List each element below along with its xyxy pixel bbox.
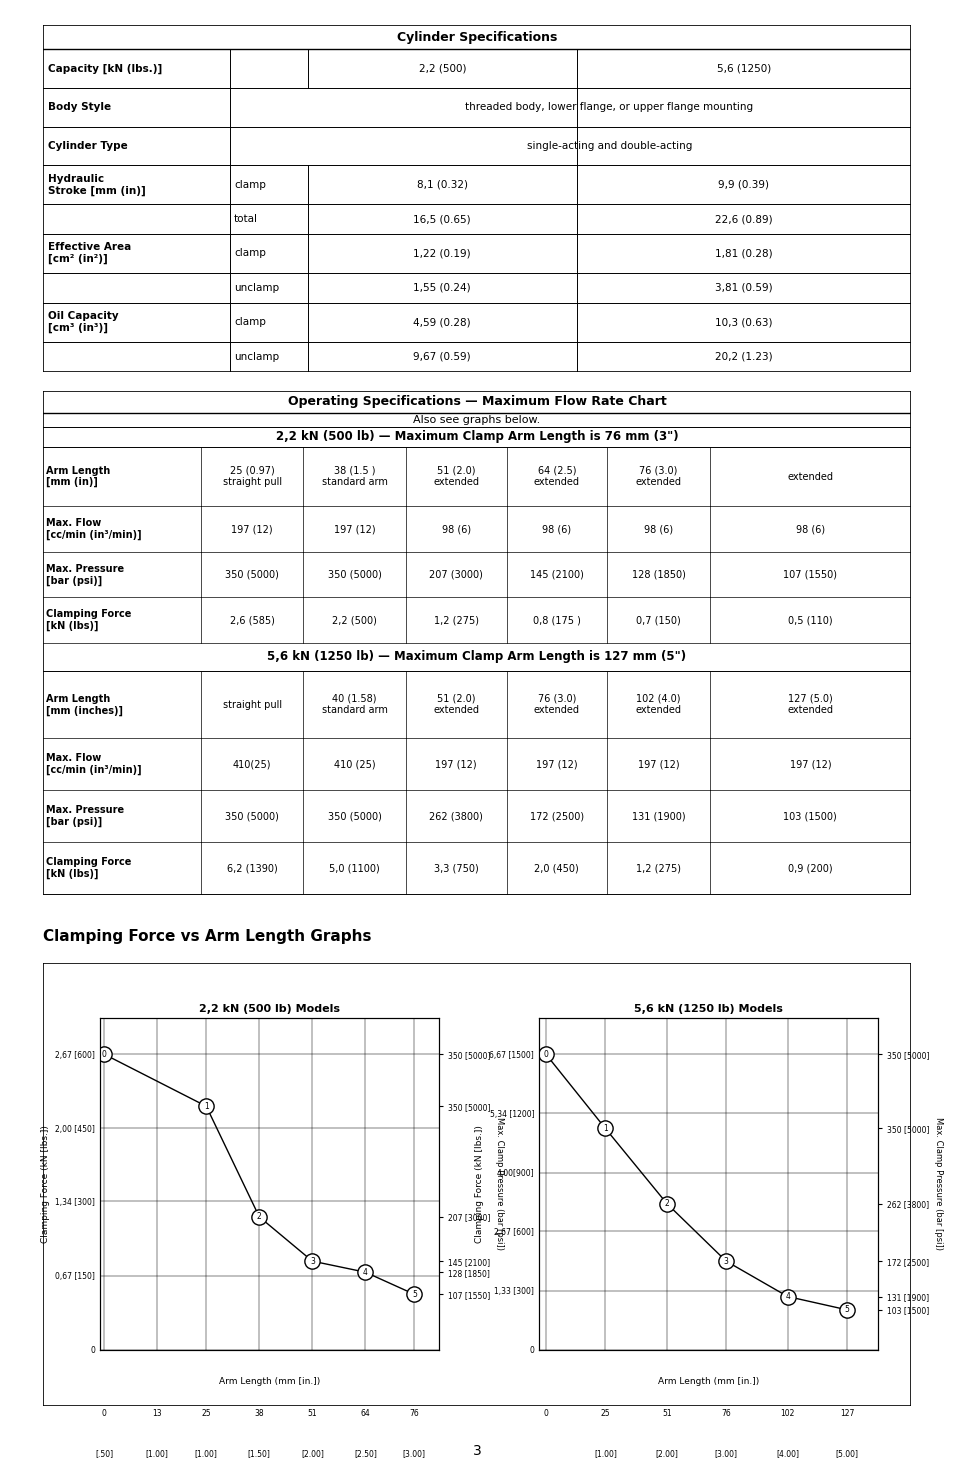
Text: 22,6 (0.89): 22,6 (0.89) xyxy=(715,214,772,224)
Text: clamp: clamp xyxy=(233,180,266,190)
Text: 2: 2 xyxy=(664,1199,669,1208)
Text: 2,0 (450): 2,0 (450) xyxy=(534,863,578,873)
Text: 103 (1500): 103 (1500) xyxy=(782,811,837,822)
Title: 5,6 kN (1250 lb) Models: 5,6 kN (1250 lb) Models xyxy=(633,1004,782,1015)
Text: 6,2 (1390): 6,2 (1390) xyxy=(227,863,277,873)
Text: 98 (6): 98 (6) xyxy=(795,524,824,534)
Text: Max. Pressure
[bar (psi)]: Max. Pressure [bar (psi)] xyxy=(47,805,125,827)
Text: 197 (12): 197 (12) xyxy=(789,760,830,770)
Text: 2,2 (500): 2,2 (500) xyxy=(332,615,376,625)
Text: Arm Length
[mm (inches)]: Arm Length [mm (inches)] xyxy=(47,693,123,715)
Text: Arm Length
[mm (in)]: Arm Length [mm (in)] xyxy=(47,466,111,487)
Text: 25 (0.97)
straight pull: 25 (0.97) straight pull xyxy=(222,466,281,487)
Text: 197 (12): 197 (12) xyxy=(637,760,679,770)
Text: 2,2 (500): 2,2 (500) xyxy=(418,63,465,74)
Text: 350 (5000): 350 (5000) xyxy=(327,811,381,822)
X-axis label: Arm Length (mm [in.]): Arm Length (mm [in.]) xyxy=(218,1376,320,1385)
Text: 0: 0 xyxy=(543,1050,548,1059)
Text: 127 (5.0)
extended: 127 (5.0) extended xyxy=(786,693,833,715)
Text: 51 (2.0)
extended: 51 (2.0) extended xyxy=(433,693,478,715)
Text: 40 (1.58)
standard arm: 40 (1.58) standard arm xyxy=(321,693,387,715)
Text: 4,59 (0.28): 4,59 (0.28) xyxy=(413,317,471,327)
Text: 51: 51 xyxy=(661,1410,671,1419)
Text: [4.00]: [4.00] xyxy=(776,1448,799,1459)
Text: 16,5 (0.65): 16,5 (0.65) xyxy=(413,214,471,224)
Text: 4: 4 xyxy=(362,1267,368,1277)
Text: Max. Pressure
[bar (psi)]: Max. Pressure [bar (psi)] xyxy=(47,563,125,586)
Text: 0: 0 xyxy=(102,1410,107,1419)
Text: Body Style: Body Style xyxy=(48,102,112,112)
Text: 9,9 (0.39): 9,9 (0.39) xyxy=(718,180,769,190)
Text: 3: 3 xyxy=(472,1444,481,1459)
Text: 4: 4 xyxy=(784,1292,789,1301)
Text: 13: 13 xyxy=(152,1410,162,1419)
Text: 3: 3 xyxy=(723,1257,728,1266)
Text: 197 (12): 197 (12) xyxy=(334,524,375,534)
Text: 410 (25): 410 (25) xyxy=(334,760,375,770)
Text: Capacity [kN (lbs.)]: Capacity [kN (lbs.)] xyxy=(48,63,162,74)
Text: 8,1 (0.32): 8,1 (0.32) xyxy=(416,180,467,190)
Text: 107 (1550): 107 (1550) xyxy=(782,569,837,580)
Text: 2: 2 xyxy=(256,1212,261,1221)
Text: 98 (6): 98 (6) xyxy=(441,524,470,534)
Text: 76: 76 xyxy=(409,1410,418,1419)
Text: [1.00]: [1.00] xyxy=(594,1448,616,1459)
Text: 127: 127 xyxy=(839,1410,853,1419)
Text: straight pull: straight pull xyxy=(222,699,281,709)
Text: extended: extended xyxy=(786,472,833,481)
Text: 5: 5 xyxy=(843,1305,848,1314)
Text: Clamping Force vs Arm Length Graphs: Clamping Force vs Arm Length Graphs xyxy=(43,929,371,944)
Text: 5,6 kN (1250 lb) — Maximum Clamp Arm Length is 127 mm (5"): 5,6 kN (1250 lb) — Maximum Clamp Arm Len… xyxy=(267,650,686,664)
Text: 0: 0 xyxy=(102,1050,107,1059)
Text: [3.00]: [3.00] xyxy=(402,1448,425,1459)
Text: [.50]: [.50] xyxy=(95,1448,113,1459)
Text: 145 (2100): 145 (2100) xyxy=(529,569,583,580)
Text: Clamping Force
[kN (lbs)]: Clamping Force [kN (lbs)] xyxy=(47,857,132,879)
Text: 1,81 (0.28): 1,81 (0.28) xyxy=(715,248,772,258)
Text: 98 (6): 98 (6) xyxy=(643,524,672,534)
Text: 98 (6): 98 (6) xyxy=(541,524,571,534)
Text: 5,6 (1250): 5,6 (1250) xyxy=(716,63,770,74)
Text: 1: 1 xyxy=(602,1124,607,1133)
Text: 0,5 (110): 0,5 (110) xyxy=(787,615,832,625)
Title: 2,2 kN (500 lb) Models: 2,2 kN (500 lb) Models xyxy=(199,1004,339,1015)
Text: 262 (3800): 262 (3800) xyxy=(429,811,482,822)
Text: 76 (3.0)
extended: 76 (3.0) extended xyxy=(534,693,579,715)
Text: [1.00]: [1.00] xyxy=(146,1448,169,1459)
Text: 1,2 (275): 1,2 (275) xyxy=(434,615,478,625)
Text: 102 (4.0)
extended: 102 (4.0) extended xyxy=(635,693,680,715)
Text: unclamp: unclamp xyxy=(233,283,279,294)
Text: 3: 3 xyxy=(310,1257,314,1266)
Text: clamp: clamp xyxy=(233,317,266,327)
Text: 2,6 (585): 2,6 (585) xyxy=(230,615,274,625)
Text: 172 (2500): 172 (2500) xyxy=(529,811,583,822)
Text: Max. Flow
[cc/min (in³/min)]: Max. Flow [cc/min (in³/min)] xyxy=(47,754,142,776)
Text: [1.00]: [1.00] xyxy=(194,1448,217,1459)
Text: 64 (2.5)
extended: 64 (2.5) extended xyxy=(534,466,579,487)
Text: 51: 51 xyxy=(307,1410,316,1419)
Text: [2.00]: [2.00] xyxy=(300,1448,323,1459)
Y-axis label: Max. Clamp Pressure (bar [psi]): Max. Clamp Pressure (bar [psi]) xyxy=(933,1117,943,1251)
Text: 9,67 (0.59): 9,67 (0.59) xyxy=(413,351,471,361)
Text: 1,55 (0.24): 1,55 (0.24) xyxy=(413,283,471,294)
Text: 350 (5000): 350 (5000) xyxy=(225,569,279,580)
Text: Hydraulic
Stroke [mm (in)]: Hydraulic Stroke [mm (in)] xyxy=(48,174,146,196)
Text: 5: 5 xyxy=(412,1289,416,1299)
Text: 410(25): 410(25) xyxy=(233,760,271,770)
Text: 0,7 (150): 0,7 (150) xyxy=(636,615,680,625)
Text: [1.50]: [1.50] xyxy=(248,1448,271,1459)
Text: Operating Specifications — Maximum Flow Rate Chart: Operating Specifications — Maximum Flow … xyxy=(287,395,666,409)
Text: 197 (12): 197 (12) xyxy=(231,524,273,534)
Text: 1,22 (0.19): 1,22 (0.19) xyxy=(413,248,471,258)
Text: 131 (1900): 131 (1900) xyxy=(631,811,684,822)
Text: threaded body, lower flange, or upper flange mounting: threaded body, lower flange, or upper fl… xyxy=(465,102,753,112)
Text: 38 (1.5 )
standard arm: 38 (1.5 ) standard arm xyxy=(321,466,387,487)
Text: Max. Flow
[cc/min (in³/min)]: Max. Flow [cc/min (in³/min)] xyxy=(47,518,142,540)
Text: 350 (5000): 350 (5000) xyxy=(327,569,381,580)
Text: 10,3 (0.63): 10,3 (0.63) xyxy=(715,317,772,327)
Text: total: total xyxy=(233,214,257,224)
Text: 2,2 kN (500 lb) — Maximum Clamp Arm Length is 76 mm (3"): 2,2 kN (500 lb) — Maximum Clamp Arm Leng… xyxy=(275,429,678,442)
Text: [2.50]: [2.50] xyxy=(354,1448,376,1459)
Text: [2.00]: [2.00] xyxy=(655,1448,678,1459)
Text: 0: 0 xyxy=(543,1410,548,1419)
